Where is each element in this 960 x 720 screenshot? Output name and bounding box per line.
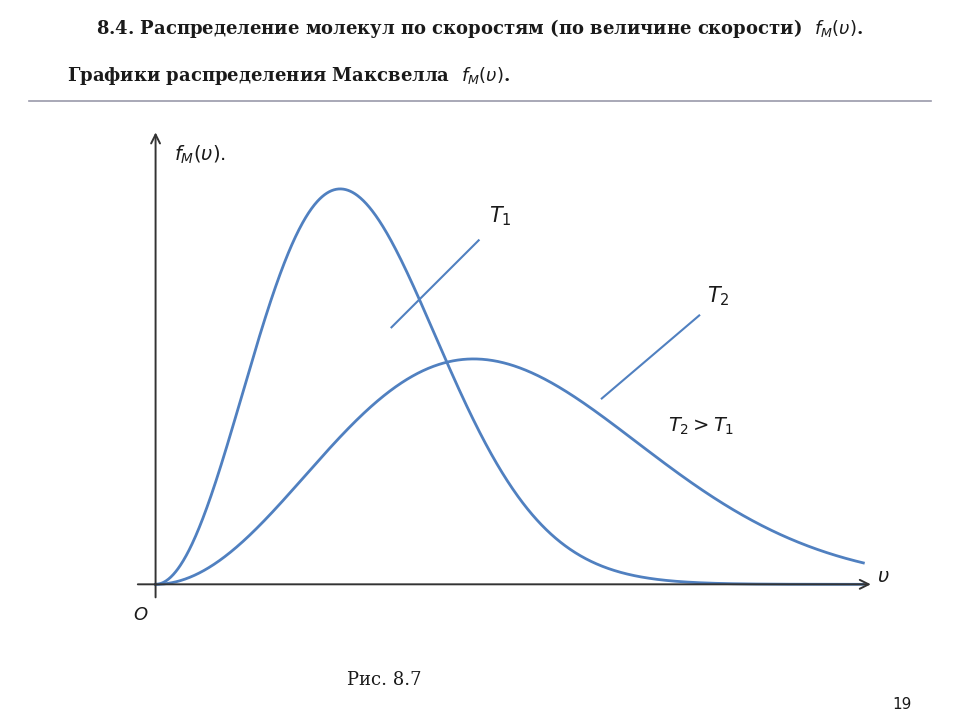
Text: Графики распределения Максвелла  $f_M(\upsilon)$.: Графики распределения Максвелла $f_M(\up… <box>67 65 511 86</box>
Text: $T_2$: $T_2$ <box>708 284 730 307</box>
Text: 8.4. Распределение молекул по скоростям (по величине скорости)  $f_M(\upsilon)$.: 8.4. Распределение молекул по скоростям … <box>96 17 864 40</box>
Text: $T_1$: $T_1$ <box>489 205 512 228</box>
Text: $T_2 > T_1$: $T_2 > T_1$ <box>668 415 734 437</box>
Text: $\upsilon$: $\upsilon$ <box>877 568 890 586</box>
Text: $f_M(\upsilon).$: $f_M(\upsilon).$ <box>174 143 226 166</box>
Text: $O$: $O$ <box>133 606 149 624</box>
Text: 19: 19 <box>893 697 912 711</box>
Text: Рис. 8.7: Рис. 8.7 <box>347 671 421 690</box>
